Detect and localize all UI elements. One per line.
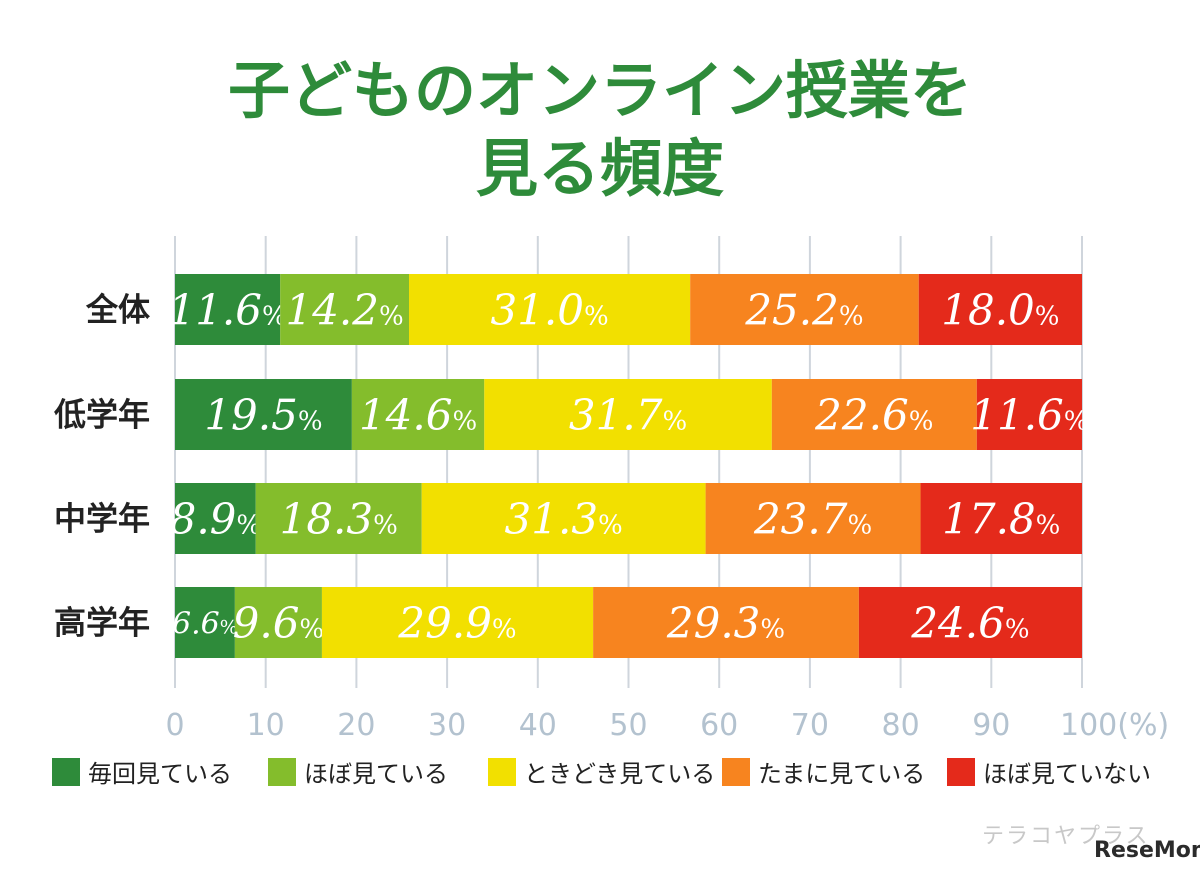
data-label: 29.3%	[666, 599, 785, 648]
legend-swatch	[488, 758, 516, 786]
chart-title: 子どものオンライン授業を 見る頻度	[0, 52, 1200, 208]
data-label: 9.6%	[233, 599, 325, 648]
bar-segment	[421, 483, 706, 554]
bar-segment	[255, 483, 422, 554]
data-label: 22.6%	[814, 391, 933, 440]
x-tick-labels: 0 10 20 30 40 50 60 70 80 90 100(%)	[165, 708, 1169, 743]
bar-segment	[593, 587, 859, 658]
x-tick-label: 70	[791, 708, 829, 743]
data-label: 31.3%	[505, 495, 623, 544]
x-tick-label: 40	[519, 708, 557, 743]
data-label: 29.9%	[397, 599, 516, 648]
data-label: 31.0%	[490, 286, 608, 335]
x-tick-label: 0	[165, 708, 184, 743]
brand-logo: ReseMom	[1094, 838, 1200, 863]
data-label: 19.5%	[204, 391, 322, 440]
bar-segment	[280, 274, 410, 345]
category-label: 高学年	[54, 604, 150, 642]
brand-sub-logo: テラコヤプラス	[982, 824, 1150, 849]
legend-swatch	[722, 758, 750, 786]
bar-segment	[234, 587, 322, 658]
data-label: 24.6%	[910, 599, 1029, 648]
bar-segment	[484, 379, 772, 450]
bar-segment	[175, 587, 235, 658]
category-label: 全体	[85, 291, 150, 329]
legend-label: たまに見ている	[758, 760, 925, 788]
bar-segment	[690, 274, 919, 345]
chart-title-line-2: 見る頻度	[475, 132, 724, 205]
bars: 11.6%14.2% 31.0% 25.2% 18.0%19.5% 14.6% 31.7%…	[168, 274, 1089, 658]
legend-label: 毎回見ている	[88, 760, 232, 788]
legend-swatch	[268, 758, 296, 786]
legend-swatch	[947, 758, 975, 786]
legend-label: ほぼ見ている	[304, 760, 448, 788]
x-tick-label: 20	[337, 708, 375, 743]
data-label: 18.0%	[941, 286, 1059, 335]
legend: 毎回見ている ほぼ見ている ときどき見ている たまに見ている ほぼ見ていない	[52, 758, 1151, 788]
bar-segment	[321, 587, 594, 658]
bar-segment	[858, 587, 1082, 658]
bar-segment	[976, 379, 1082, 450]
chart-title-line-1: 子どものオンライン授業を	[227, 54, 972, 127]
bar-segment	[351, 379, 485, 450]
legend-label: ときどき見ている	[524, 760, 715, 788]
bar-segment	[175, 274, 281, 345]
bar-segment	[918, 274, 1082, 345]
x-tick-label: 30	[428, 708, 466, 743]
legend-label: ほぼ見ていない	[983, 760, 1151, 788]
bar-segment	[409, 274, 691, 345]
data-label: 18.3%	[280, 495, 398, 544]
data-label: 6.6%	[172, 606, 238, 641]
data-label: 14.2%	[285, 286, 403, 335]
data-label: 31.7%	[569, 391, 687, 440]
data-label: 11.6%	[970, 391, 1088, 440]
x-tick-label: 80	[882, 708, 920, 743]
data-label: 25.2%	[744, 286, 863, 335]
x-tick-label: 10	[247, 708, 285, 743]
category-label: 低学年	[54, 396, 150, 434]
bar-segment	[175, 483, 256, 554]
data-label: 11.6%	[168, 286, 286, 335]
x-tick-label: 90	[972, 708, 1010, 743]
legend-swatch	[52, 758, 80, 786]
category-label: 中学年	[54, 500, 150, 538]
x-tick-label: 100(%)	[1060, 708, 1169, 743]
x-tick-label: 50	[609, 708, 647, 743]
data-label: 23.7%	[753, 495, 872, 544]
data-label: 17.8%	[942, 495, 1060, 544]
bar-segment	[920, 483, 1082, 554]
bar-segment	[705, 483, 921, 554]
data-label: 14.6%	[359, 391, 477, 440]
bar-segment	[175, 379, 352, 450]
x-tick-label: 60	[700, 708, 738, 743]
bar-segment	[771, 379, 977, 450]
